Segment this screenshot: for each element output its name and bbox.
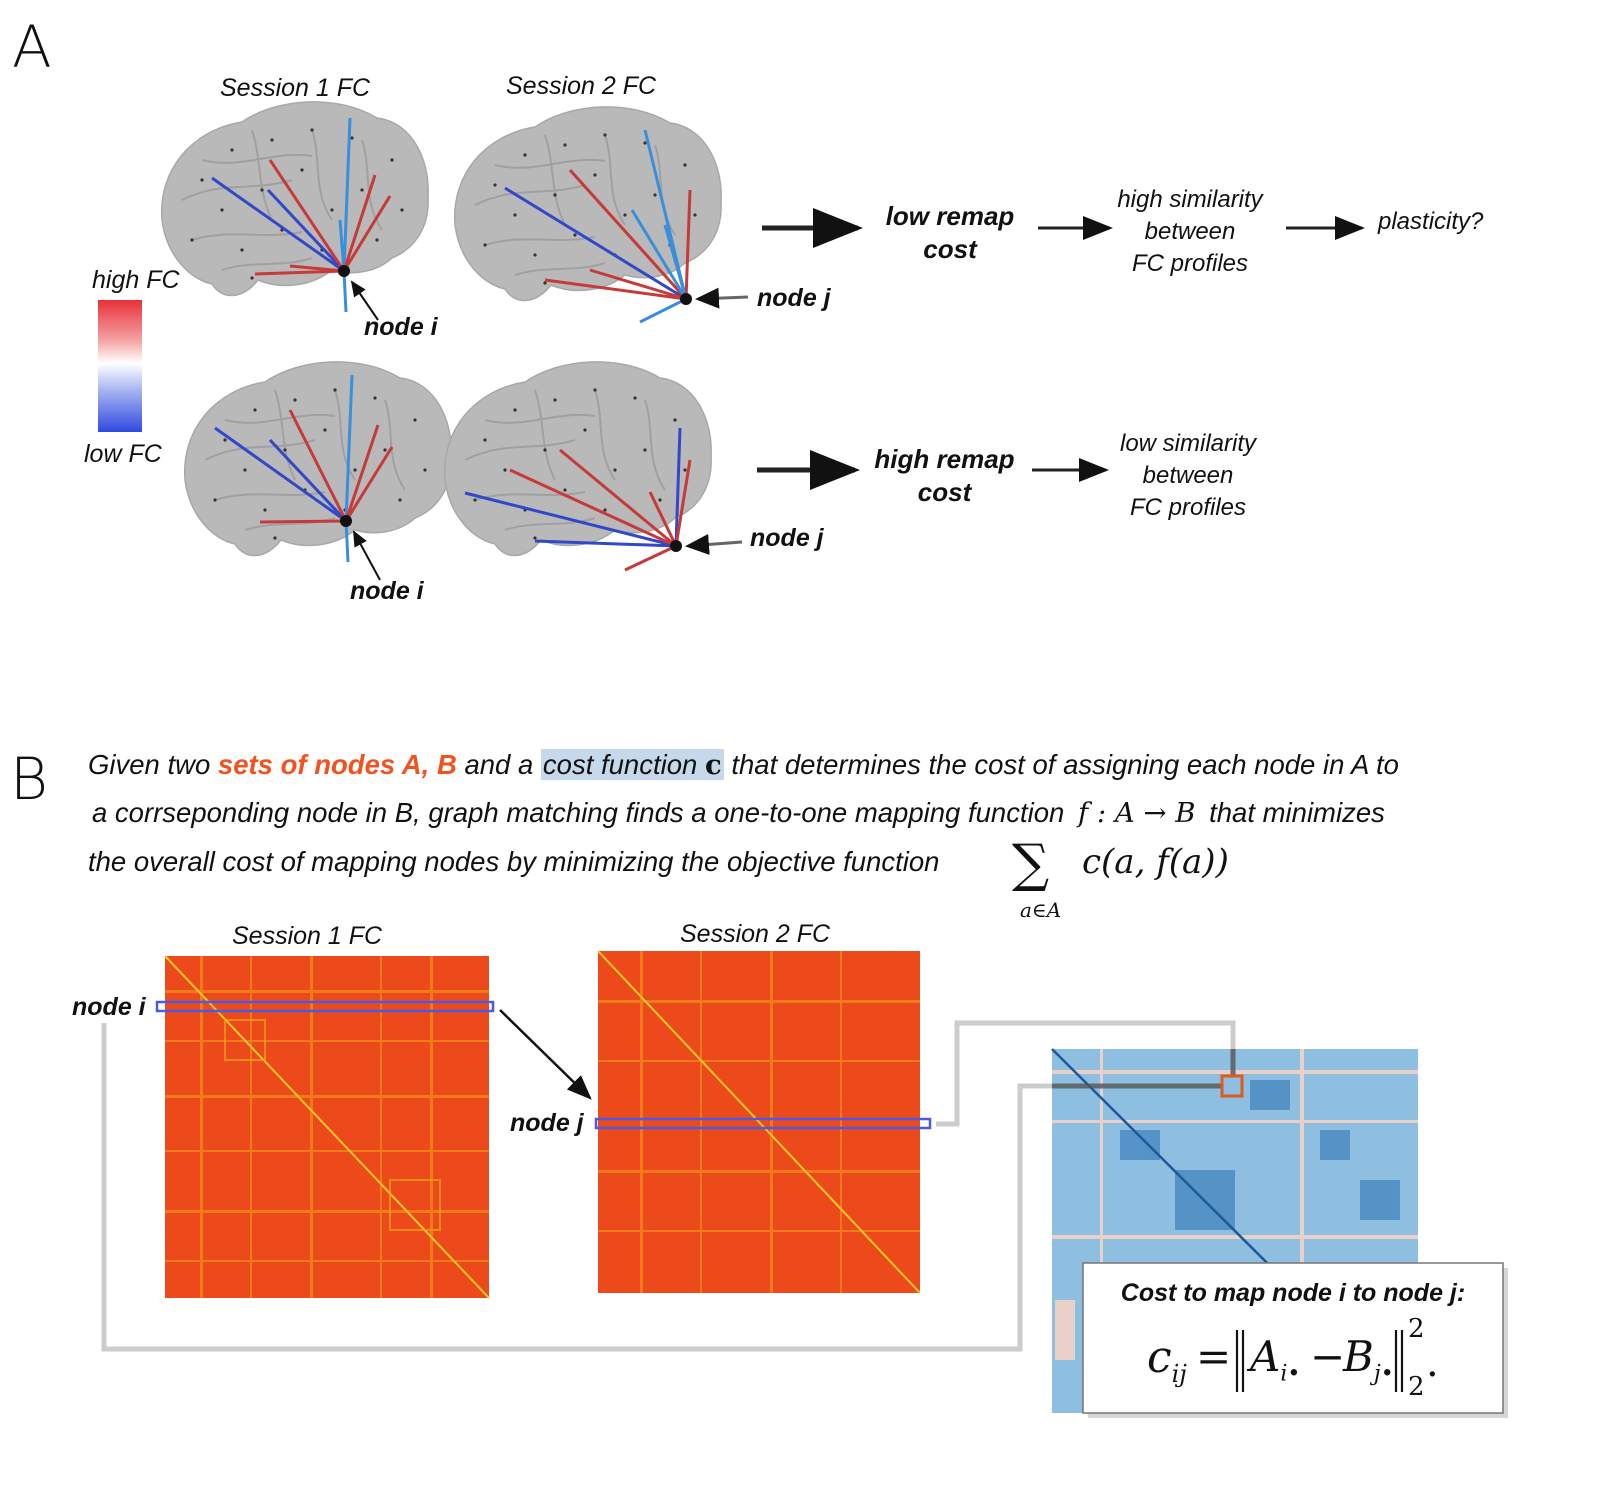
eq-subscript: 2	[1408, 1372, 1425, 1402]
row-box-node-i	[155, 1000, 495, 1013]
high-similarity-label: high similarity between FC profiles	[1117, 186, 1263, 277]
session1-title-a: Session 1 FC	[220, 74, 371, 102]
arrow-node-j-bottom	[685, 533, 743, 555]
cost-function-highlight: cost function c	[540, 749, 724, 781]
edges-session2-bottom	[464, 427, 692, 572]
arrow-node-j-top	[695, 287, 749, 309]
node-j-dot-top	[680, 293, 692, 305]
session2-title-a: Session 2 FC	[506, 72, 657, 100]
sum-subscript: a∈A	[1020, 898, 1062, 922]
high-remap-cost-label: high remap cost	[874, 444, 1015, 507]
cost-box-title: Cost to map node i to node j:	[1120, 1279, 1466, 1307]
session1-title-b: Session 1 FC	[232, 922, 383, 950]
sum-symbol: ∑	[1012, 834, 1050, 894]
eq-b-term: Bj•	[1343, 1332, 1394, 1387]
brain-session2-bottom	[443, 360, 713, 557]
eq-equals: =	[1196, 1332, 1232, 1381]
node-j-dot-bottom	[670, 540, 682, 552]
fc-matrix-session2	[597, 950, 921, 1294]
eq-superscript: 2	[1408, 1314, 1425, 1344]
plasticity-label: plasticity?	[1378, 208, 1484, 235]
session2-title-b: Session 2 FC	[680, 920, 831, 948]
node-i-dot-top	[338, 265, 350, 277]
node-i-label-b: node i	[72, 993, 146, 1021]
legend-low-label: low FC	[84, 440, 162, 468]
node-j-label-top: node j	[757, 284, 831, 312]
description-line-1: Given two sets of nodes A, B and a cost …	[88, 749, 1399, 781]
node-i-label-bottom: node i	[350, 577, 424, 605]
edges-session1-top	[211, 117, 392, 313]
eq-a-term: Ai•	[1250, 1332, 1301, 1387]
fc-colorbar	[98, 300, 142, 432]
eq-minus: −	[1310, 1332, 1346, 1381]
mapping-function-math: f : A → B	[1077, 797, 1196, 829]
arrow-node-i-bottom	[353, 530, 381, 581]
legend-high-label: high FC	[92, 266, 180, 294]
node-i-label-top: node i	[364, 313, 438, 341]
edges-session2-top	[504, 129, 692, 324]
brain-session2-top	[453, 105, 723, 302]
arrow-node-i-top	[350, 280, 379, 321]
edges-session1-bottom	[214, 374, 394, 563]
description-line-2: a corrseponding node in B, graph matchin…	[92, 797, 1385, 829]
eq-lhs: cij	[1147, 1332, 1187, 1388]
panel-b-letter: B	[10, 745, 48, 813]
cost-cell-highlight	[1220, 1074, 1244, 1098]
node-j-label-bottom: node j	[750, 524, 824, 552]
low-similarity-label: low similarity between FC profiles	[1119, 430, 1256, 521]
connector-node-i	[101, 1023, 1052, 1352]
brain-session1-bottom	[183, 360, 453, 557]
node-j-label-b: node j	[510, 1109, 584, 1137]
eq-period: .	[1426, 1340, 1439, 1386]
cost-box	[1082, 1262, 1504, 1414]
low-remap-cost-label: low remap cost	[885, 201, 1015, 264]
fc-matrix-session1	[164, 955, 490, 1299]
sets-of-nodes-phrase: sets of nodes A, B	[217, 749, 457, 780]
connector-node-j	[936, 1020, 1236, 1127]
description-line-3: the overall cost of mapping nodes by min…	[88, 846, 940, 877]
sum-body: c(a, f(a))	[1082, 842, 1229, 882]
panel-a-letter: A	[12, 13, 52, 81]
node-i-dot-bottom	[340, 515, 352, 527]
arrow-row-i-to-j	[499, 1009, 592, 1100]
norm-bars	[1235, 1330, 1404, 1392]
row-box-node-j	[594, 1117, 932, 1130]
